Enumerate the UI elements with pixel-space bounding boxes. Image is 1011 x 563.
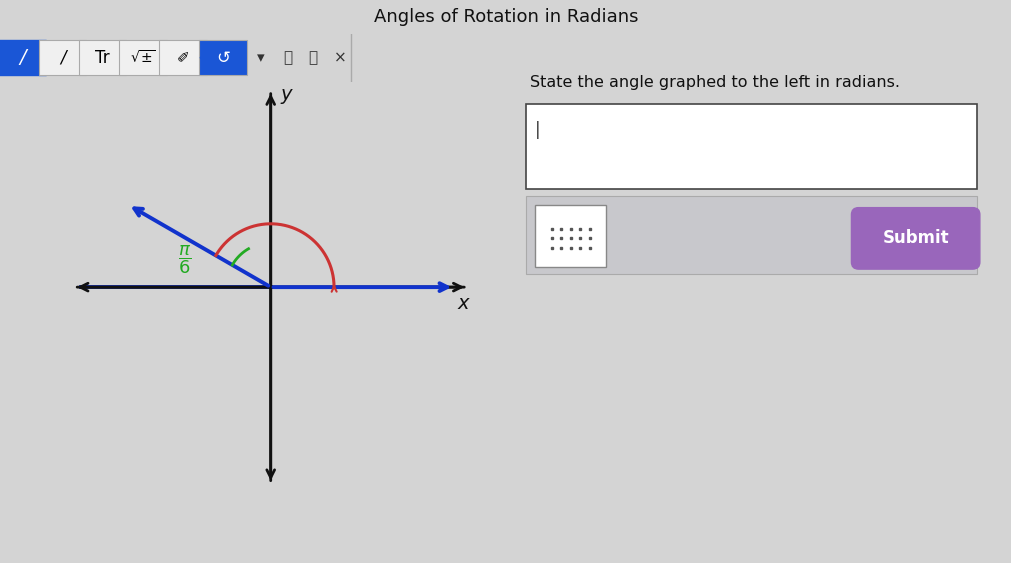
FancyBboxPatch shape bbox=[159, 40, 206, 75]
Text: ↖: ↖ bbox=[898, 225, 913, 243]
Text: /: / bbox=[60, 49, 66, 66]
Text: State the angle graphed to the left in radians.: State the angle graphed to the left in r… bbox=[530, 75, 900, 90]
Text: ▾: ▾ bbox=[257, 50, 264, 65]
Circle shape bbox=[200, 56, 246, 60]
Text: y: y bbox=[280, 85, 291, 104]
FancyBboxPatch shape bbox=[525, 104, 977, 189]
Text: Angles of Rotation in Radians: Angles of Rotation in Radians bbox=[373, 8, 638, 26]
Text: /: / bbox=[19, 48, 26, 67]
Text: |: | bbox=[535, 120, 540, 138]
FancyBboxPatch shape bbox=[119, 40, 167, 75]
Text: ✐: ✐ bbox=[176, 50, 189, 65]
Text: $\dfrac{\pi}{6}$: $\dfrac{\pi}{6}$ bbox=[178, 243, 191, 275]
FancyBboxPatch shape bbox=[199, 40, 247, 75]
Text: ⌢: ⌢ bbox=[283, 50, 292, 65]
FancyBboxPatch shape bbox=[0, 40, 47, 75]
Text: Submit: Submit bbox=[882, 229, 948, 247]
FancyBboxPatch shape bbox=[79, 40, 126, 75]
Text: ×: × bbox=[334, 50, 347, 65]
Text: ⌢: ⌢ bbox=[308, 50, 317, 65]
FancyBboxPatch shape bbox=[535, 205, 606, 267]
Text: $\sqrt{\pm}$: $\sqrt{\pm}$ bbox=[129, 49, 156, 66]
Text: ↺: ↺ bbox=[215, 49, 229, 66]
FancyBboxPatch shape bbox=[850, 208, 979, 269]
Text: Tr: Tr bbox=[95, 49, 110, 66]
Text: x: x bbox=[457, 294, 468, 313]
FancyBboxPatch shape bbox=[525, 196, 977, 274]
FancyBboxPatch shape bbox=[38, 40, 86, 75]
